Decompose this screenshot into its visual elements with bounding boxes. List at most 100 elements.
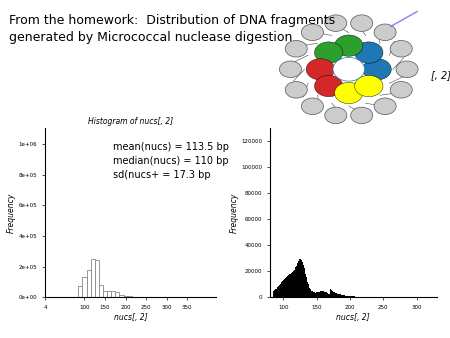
Bar (86, 270, 90, 297)
Bar (331, 290, 332, 297)
Bar (346, 296, 347, 297)
Ellipse shape (302, 24, 324, 41)
Bar (293, 271, 294, 297)
Bar (286, 277, 287, 297)
Bar (308, 284, 309, 297)
Bar (78, 286, 82, 297)
Bar (281, 282, 282, 297)
Bar (128, 296, 132, 297)
Ellipse shape (285, 81, 307, 98)
Ellipse shape (279, 61, 302, 77)
Ellipse shape (355, 42, 383, 63)
Bar (340, 294, 341, 297)
Bar (344, 295, 345, 297)
Circle shape (333, 57, 364, 81)
Bar (318, 292, 319, 297)
Bar (273, 291, 274, 297)
Bar (336, 293, 337, 297)
Ellipse shape (363, 59, 392, 80)
Bar (332, 291, 333, 297)
Title: Histogram of nucs[, 2]: Histogram of nucs[, 2] (88, 117, 173, 126)
Ellipse shape (302, 98, 324, 115)
Bar (343, 295, 344, 297)
Bar (317, 292, 318, 297)
Bar (304, 268, 305, 297)
Bar (323, 291, 324, 297)
Bar (324, 292, 325, 297)
Bar (295, 267, 296, 297)
Bar (348, 296, 349, 297)
Y-axis label: Frequency: Frequency (7, 193, 16, 233)
Bar (315, 293, 316, 297)
Ellipse shape (315, 42, 343, 63)
Bar (294, 270, 295, 297)
Text: [, 2]: [, 2] (431, 70, 450, 80)
Bar (326, 292, 327, 297)
Bar (298, 261, 299, 297)
Bar (347, 296, 348, 297)
Bar (305, 274, 306, 297)
Bar (292, 272, 293, 297)
Ellipse shape (390, 41, 412, 57)
Bar (302, 262, 303, 297)
Bar (123, 296, 128, 297)
Bar (354, 296, 355, 297)
X-axis label: nucs[, 2]: nucs[, 2] (337, 313, 370, 322)
Bar (297, 263, 298, 297)
Bar (352, 296, 353, 297)
Bar (355, 296, 356, 297)
Bar (345, 295, 346, 297)
Bar (321, 291, 322, 297)
Ellipse shape (334, 82, 363, 103)
Bar (338, 294, 339, 297)
Bar (115, 292, 119, 297)
Bar (277, 287, 278, 297)
Ellipse shape (351, 107, 373, 124)
Bar (334, 292, 335, 297)
Ellipse shape (351, 15, 373, 31)
Bar (99, 285, 103, 297)
Y-axis label: Frequency: Frequency (230, 193, 238, 233)
Bar (296, 266, 297, 297)
Bar (328, 294, 329, 297)
Ellipse shape (334, 35, 363, 56)
Bar (325, 292, 326, 297)
Bar (353, 296, 354, 297)
Bar (95, 260, 99, 297)
Bar (310, 290, 311, 297)
Bar (316, 292, 317, 297)
Bar (287, 276, 288, 297)
Bar (320, 291, 321, 297)
Bar (351, 296, 352, 297)
Ellipse shape (355, 75, 383, 97)
Bar (330, 289, 331, 297)
Bar (303, 265, 304, 297)
Bar (313, 292, 314, 297)
Ellipse shape (306, 59, 334, 80)
Bar (299, 259, 300, 297)
Bar (339, 294, 340, 297)
Bar (82, 277, 86, 297)
Bar (329, 294, 330, 297)
Bar (111, 291, 115, 297)
Bar (337, 294, 338, 297)
Ellipse shape (374, 98, 396, 115)
Bar (103, 291, 107, 297)
Bar (309, 288, 310, 297)
Bar (314, 292, 315, 297)
Bar (282, 281, 283, 297)
Bar (341, 295, 342, 297)
Ellipse shape (396, 61, 418, 77)
Bar (276, 289, 277, 297)
Ellipse shape (325, 15, 347, 31)
Ellipse shape (374, 24, 396, 41)
Bar (306, 280, 307, 297)
Bar (300, 259, 301, 297)
Bar (278, 286, 279, 297)
Bar (289, 274, 290, 297)
Bar (107, 291, 111, 297)
Bar (119, 295, 123, 297)
Bar (290, 274, 291, 297)
Bar (274, 290, 275, 297)
Text: From the homework:  Distribution of DNA fragments
generated by Micrococcal nucle: From the homework: Distribution of DNA f… (9, 14, 335, 44)
